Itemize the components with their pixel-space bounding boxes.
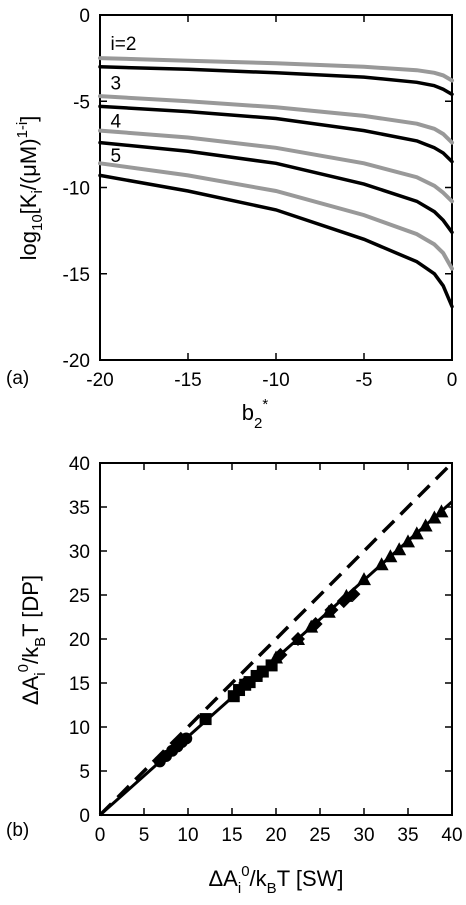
panel-b-y-tick-label: 20 [69, 630, 90, 651]
panel-b-x-tick-label: 20 [265, 825, 286, 846]
reference-line-dashed [98, 461, 454, 817]
data-point-triangle [269, 650, 283, 664]
series-line-black-i2 [98, 65, 454, 97]
curve-label: 5 [111, 146, 122, 167]
data-point-triangle [321, 604, 336, 618]
data-point-triangle [357, 572, 371, 586]
panel-b-x-axis-title: ΔAi0/kBT [SW] [208, 863, 343, 897]
data-point-triangle [374, 557, 389, 571]
panel-a-y-axis-title: log10[Ki/(μM)1-i] [14, 116, 46, 261]
data-point-triangle [339, 588, 354, 602]
panel-b-ticks: 0 5 10 15 20 25 30 35 40 0 5 10 15 20 25 30 35 40 [69, 454, 463, 846]
series-line-gray-4 [98, 128, 454, 204]
data-point-triangle [304, 619, 319, 633]
panel-b-y-tick-label: 10 [69, 718, 90, 739]
data-point-triangle [392, 542, 407, 556]
panel-b-x-tick-label: 10 [177, 825, 198, 846]
series-line-gray-5 [98, 161, 454, 271]
data-point-triangle [401, 534, 415, 548]
panel-b-y-axis-title: ΔAi0/kBT [DP] [15, 575, 49, 705]
panel-a-ticks: -20 -15 -10 -5 0 0 -5 -10 -15 -20 [63, 6, 458, 391]
panel-b-y-tick-label: 35 [69, 498, 90, 519]
curve-label: 3 [111, 73, 122, 94]
data-point-diamond [238, 676, 253, 690]
panel-a-label: (a) [6, 368, 29, 389]
data-point-diamond [254, 665, 269, 680]
panel-b-x-tick-label: 25 [309, 825, 330, 846]
panel-b-x-tick-label: 5 [139, 825, 150, 846]
panel-a-curve-labels: i=2 3 4 5 [111, 34, 137, 167]
curve-label: 4 [111, 111, 122, 132]
panel-a-y-tick-label: -20 [63, 351, 90, 372]
data-point-triangle [291, 632, 305, 645]
panel-b-x-tick-label: 40 [441, 825, 462, 846]
panel-a-x-tick-label: -5 [356, 370, 373, 391]
panel-a-y-tick-label: -15 [63, 265, 90, 286]
data-point-triangle [434, 504, 449, 518]
series-line-black-3 [98, 104, 454, 164]
series-line-gray-i2 [98, 56, 454, 83]
data-point-square [199, 713, 212, 726]
panel-a-x-tick-label: 0 [447, 370, 458, 391]
panel-a-x-tick-label: -15 [174, 370, 201, 391]
curve-label: i=2 [111, 34, 137, 55]
panel-a-x-tick-label: -20 [86, 370, 113, 391]
panel-b-y-tick-label: 25 [69, 586, 90, 607]
series-line-black-4 [98, 140, 454, 235]
panel-b-label: (b) [6, 820, 29, 841]
panel-b-y-tick-label: 0 [79, 806, 90, 827]
panel-b-y-tick-label: 40 [69, 454, 90, 475]
data-point-circle [180, 732, 193, 745]
panel-a-y-tick-label: -10 [63, 179, 90, 200]
panel-b: 0 5 10 15 20 25 30 35 40 0 5 10 15 20 25 30 35 40 (b) ΔAi… [6, 454, 463, 897]
panel-b-series [98, 461, 454, 817]
panel-b-x-tick-label: 0 [95, 825, 106, 846]
series-line-black-5 [98, 173, 454, 309]
panel-b-x-tick-label: 15 [221, 825, 242, 846]
data-point-triangle [418, 518, 433, 532]
panel-a-y-tick-label: 0 [79, 6, 90, 27]
panel-a-series [98, 56, 454, 309]
panel-a-x-tick-label: -10 [262, 370, 289, 391]
data-point-triangle [409, 526, 424, 540]
panel-a-x-axis-title: b2* [242, 396, 269, 432]
data-point-triangle [383, 549, 398, 563]
panel-a-y-tick-label: -5 [73, 92, 90, 113]
panel-b-y-tick-label: 15 [69, 674, 90, 695]
data-point-triangle [427, 510, 442, 524]
panel-b-y-tick-label: 5 [79, 762, 90, 783]
panel-b-y-tick-label: 30 [69, 542, 90, 563]
panel-b-x-tick-label: 30 [353, 825, 374, 846]
panel-b-x-tick-label: 35 [397, 825, 418, 846]
series-line-gray-3 [98, 94, 454, 145]
